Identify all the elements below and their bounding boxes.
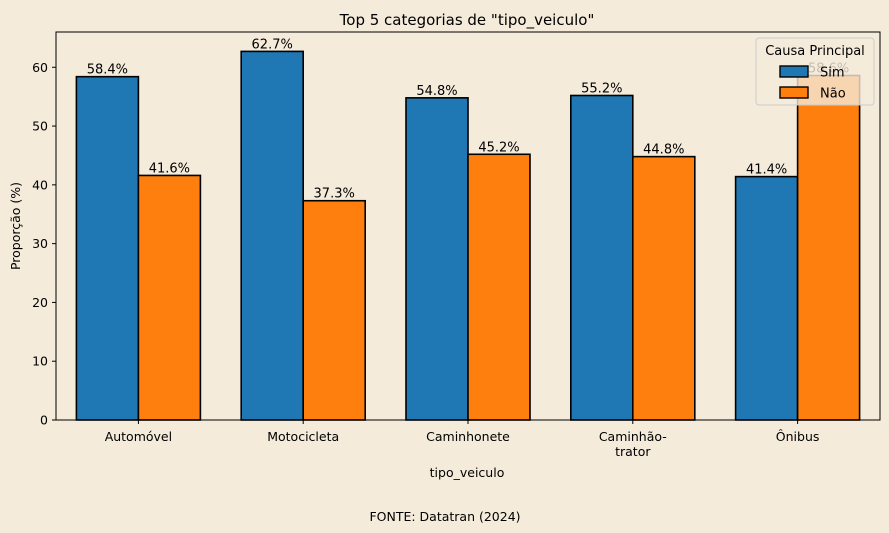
x-tick-label: Caminhão-trator — [599, 429, 667, 459]
x-tick-label: Ônibus — [776, 429, 820, 444]
bar-data-label: 54.8% — [416, 84, 457, 99]
y-tick-label: 20 — [32, 295, 48, 310]
bar-data-label: 44.8% — [643, 143, 684, 158]
bar-data-label: 62.7% — [252, 37, 293, 52]
x-axis: Automóvel Motocicleta Caminhonete Caminhão-… — [105, 420, 820, 459]
bar-data-label: 41.6% — [149, 161, 190, 176]
bar-sim-2 — [405, 97, 469, 421]
y-tick-label: 0 — [40, 413, 48, 428]
chart-title: Top 5 categorias de "tipo_veiculo" — [339, 11, 595, 30]
bar-no-3 — [631, 155, 696, 421]
legend: Causa Principal Sim Não — [755, 37, 875, 106]
bar-no-1 — [302, 199, 367, 421]
legend-title: Causa Principal — [765, 44, 865, 59]
bar-sim-3 — [569, 94, 634, 421]
bar-data-label: 37.3% — [314, 187, 355, 202]
bar-no-4 — [796, 74, 861, 421]
x-tick-label: Automóvel — [105, 429, 172, 444]
x-tick-label: Caminhonete — [426, 429, 510, 444]
source-note: FONTE: Datatran (2024) — [369, 509, 520, 524]
legend-entry-label: Sim — [820, 66, 845, 81]
y-axis: 0 10 20 30 40 50 60 — [32, 60, 56, 428]
bar-labels: 58.4% 41.6% 62.7% 37.3% 54.8% 45.2% 55.2% 44.8%… — [87, 37, 850, 201]
y-tick-label: 60 — [32, 60, 48, 75]
bar-data-label: 45.2% — [478, 140, 519, 155]
bar-data-label: 41.4% — [746, 163, 787, 178]
y-tick-label: 40 — [32, 177, 48, 192]
bar-sim-1 — [240, 50, 304, 421]
bar-data-label: 55.2% — [581, 81, 622, 96]
y-tick-label: 50 — [32, 119, 48, 134]
y-axis-label: Proporção (%) — [8, 182, 23, 270]
bar-sim-0 — [75, 75, 140, 421]
y-tick-label: 10 — [32, 354, 48, 369]
x-tick-label: Motocicleta — [267, 429, 339, 444]
bar-data-label: 58.4% — [87, 63, 128, 78]
legend-swatch — [779, 65, 809, 78]
legend-entry-label: Não — [820, 87, 846, 102]
x-axis-label: tipo_veiculo — [430, 465, 505, 480]
bar-sim-4 — [734, 175, 799, 421]
legend-swatch — [779, 86, 809, 99]
bar-no-2 — [467, 153, 531, 421]
bars — [75, 50, 861, 421]
bar-no-0 — [137, 174, 202, 421]
y-tick-label: 30 — [32, 236, 48, 251]
